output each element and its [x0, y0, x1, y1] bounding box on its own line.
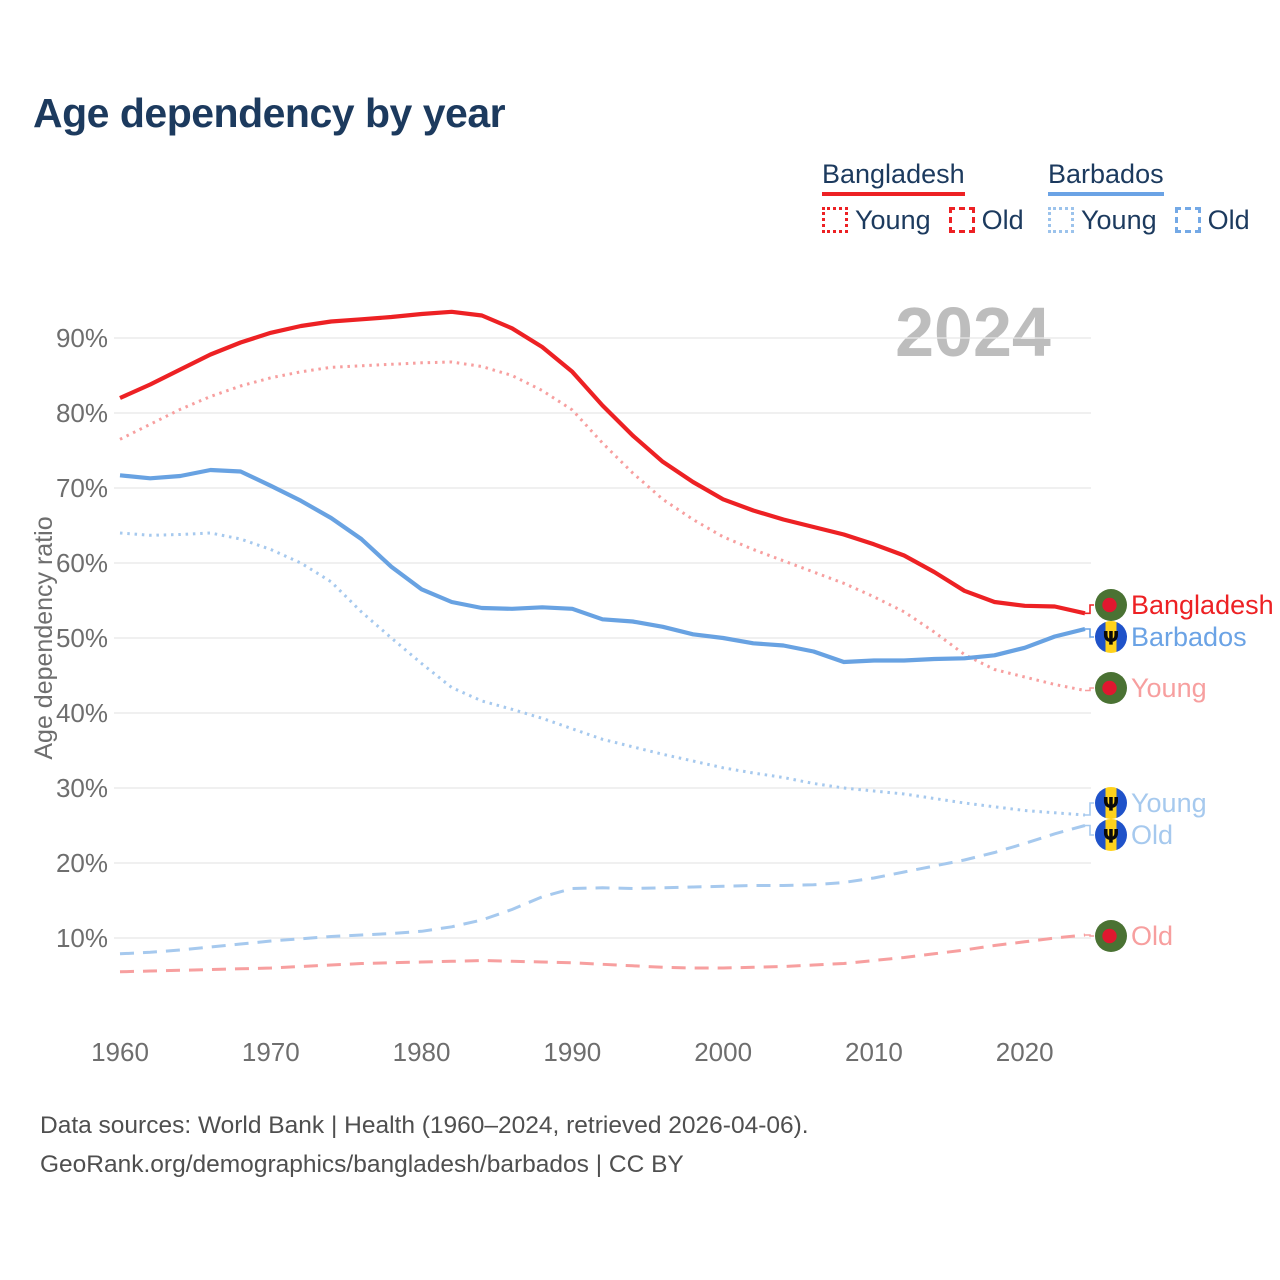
- series-end-label[interactable]: Old: [1131, 921, 1173, 951]
- y-tick-label: 50%: [56, 623, 108, 653]
- series-line-barbados-old[interactable]: [119, 824, 1086, 956]
- legend: Bangladesh Young Old Barbados Young Old: [0, 159, 1280, 250]
- series-end-label[interactable]: Barbados: [1131, 622, 1247, 652]
- data-sources-note: Data sources: World Bank | Health (1960–…: [40, 1112, 809, 1139]
- y-tick-label: 10%: [56, 923, 108, 953]
- series-line-bangladesh-total[interactable]: [119, 309, 1086, 616]
- series-end-label[interactable]: Young: [1131, 673, 1207, 703]
- y-tick-label: 20%: [56, 848, 108, 878]
- source-link[interactable]: GeoRank.org/demographics/bangladesh/barb…: [40, 1151, 684, 1178]
- legend-item-barbados-old[interactable]: Old: [1207, 204, 1250, 235]
- legend-group-barbados: Barbados Young Old: [1048, 159, 1250, 236]
- series-lines: [119, 309, 1086, 974]
- legend-group-bangladesh: Bangladesh Young Old: [822, 159, 1024, 236]
- series-line-barbados-total[interactable]: [119, 467, 1086, 665]
- legend-item-barbados-young[interactable]: Young: [1081, 204, 1157, 235]
- x-tick-label: 1970: [242, 1037, 300, 1067]
- x-tick-label: 1980: [393, 1037, 451, 1067]
- series-end-label[interactable]: Old: [1131, 820, 1173, 850]
- legend-item-bangladesh-young[interactable]: Young: [855, 204, 931, 235]
- page-title: Age dependency by year: [33, 90, 506, 136]
- legend-country-barbados[interactable]: Barbados: [1048, 159, 1164, 196]
- axes-and-grid: 90% 80% 70% 60% 50% 40% 30% 20% 10% 1960 1970 1980 1…: [56, 323, 1091, 1067]
- y-tick-label: 90%: [56, 323, 108, 353]
- x-tick-label: 1960: [91, 1037, 149, 1067]
- series-line-barbados-young[interactable]: [119, 531, 1086, 817]
- flag-bd-icon: [1095, 589, 1127, 621]
- legend-country-bangladesh[interactable]: Bangladesh: [822, 159, 965, 196]
- end-label-connector: [1085, 802, 1094, 816]
- legend-swatch-bangladesh-old[interactable]: [948, 207, 975, 234]
- legend-swatch-barbados-old[interactable]: [1174, 207, 1201, 234]
- flag-bb-icon: [1095, 787, 1127, 819]
- x-tick-label: 2020: [996, 1037, 1054, 1067]
- series-end-label[interactable]: Bangladesh: [1131, 590, 1274, 620]
- legend-item-bangladesh-old[interactable]: Old: [981, 204, 1024, 235]
- y-tick-label: 70%: [56, 473, 108, 503]
- flag-bb-icon: [1095, 621, 1127, 653]
- series-line-bangladesh-old[interactable]: [119, 933, 1086, 974]
- end-label-connector: [1085, 687, 1094, 692]
- end-label-connector: [1085, 934, 1094, 937]
- legend-swatch-bangladesh-young[interactable]: [822, 207, 848, 234]
- end-label-connector: [1085, 824, 1094, 836]
- footer: Data sources: World Bank | Health (1960–…: [40, 1106, 809, 1184]
- end-label-connector: [1085, 628, 1094, 638]
- flag-bb-icon: [1095, 819, 1127, 851]
- series-end-label[interactable]: Young: [1131, 788, 1207, 818]
- x-tick-label: 1990: [543, 1037, 601, 1067]
- legend-swatch-barbados-young[interactable]: [1048, 207, 1074, 234]
- watermark-year: 2024: [895, 293, 1051, 371]
- series-line-bangladesh-young[interactable]: [119, 360, 1086, 692]
- y-tick-label: 30%: [56, 773, 108, 803]
- flag-bd-icon: [1095, 672, 1127, 704]
- y-axis-title: Age dependency ratio: [30, 516, 58, 759]
- x-tick-label: 2010: [845, 1037, 903, 1067]
- end-label-connector: [1085, 604, 1094, 615]
- y-tick-label: 40%: [56, 698, 108, 728]
- y-tick-label: 80%: [56, 398, 108, 428]
- y-tick-label: 60%: [56, 548, 108, 578]
- flag-bd-icon: [1095, 920, 1127, 952]
- x-tick-label: 2000: [694, 1037, 752, 1067]
